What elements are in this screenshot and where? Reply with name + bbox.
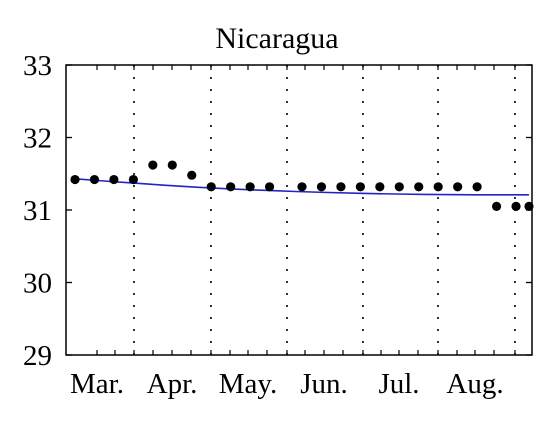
data-point [511,201,521,211]
y-axis: 29 30 31 32 33 [23,50,532,372]
x-axis: Mar. Apr. May. Jun. Jul. Aug. [70,65,516,400]
x-tick-label: Jul. [378,368,419,400]
data-point [316,182,327,192]
data-point [245,182,255,192]
data-point [453,182,463,192]
grid [133,65,516,355]
data-point [167,160,177,170]
data-point [89,174,100,185]
chart-title: Nicaragua [215,22,338,55]
y-tick-label: 31 [23,195,52,227]
plot-frame [65,64,533,356]
x-tick-label: May. [219,368,278,400]
x-tick-label: Apr. [147,368,198,400]
x-tick-label: Aug. [446,368,503,400]
data-point [297,182,307,192]
data-point [375,182,385,192]
data-point [433,182,443,192]
y-tick-label: 30 [23,268,52,300]
data-point [336,182,346,192]
x-tick-label: Mar. [70,368,124,400]
data-point [70,174,80,185]
data-points [70,160,534,211]
data-point [148,160,158,170]
data-point [355,182,365,192]
y-tick-label: 29 [23,340,52,372]
data-point [109,174,119,185]
y-tick-label: 32 [23,123,52,155]
data-point [128,174,138,185]
data-point [206,182,216,192]
x-tick-label: Jun. [300,368,348,400]
data-point [226,182,236,192]
data-point [414,182,424,192]
y-tick-label: 33 [23,50,52,82]
data-point [472,182,482,192]
data-point [491,201,502,211]
data-point [187,170,197,180]
data-point [264,182,275,192]
data-point [394,182,404,192]
